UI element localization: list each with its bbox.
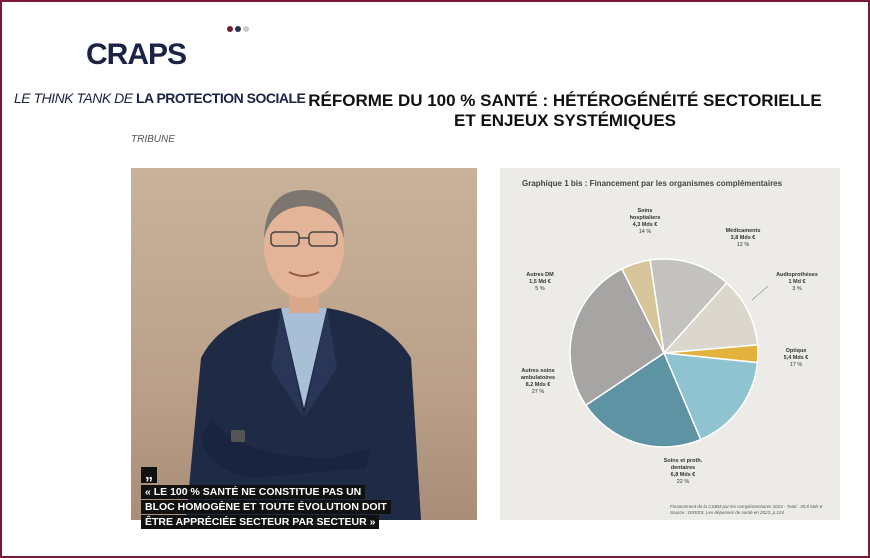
slice-name: Autres DM (526, 272, 554, 278)
quote-mark-icon: „ (141, 467, 157, 483)
slice-name: Autres soins ambulatoires (520, 368, 556, 381)
label-soins-dentaires: Soins et proth. dentaires 6,8 Mds € 22 % (656, 458, 710, 486)
slice-amount: 8,2 Mds € (525, 382, 551, 388)
slice-amount: 5,4 Mds € (783, 355, 809, 361)
slice-amount: 4,3 Mds € (632, 222, 658, 228)
source-line-2: Source : DREES, Les dépenses de santé en… (670, 510, 784, 515)
label-soins-hospitaliers: Soins hospitaliers 4,3 Mds € 14 % (625, 208, 665, 236)
slice-percent: 12 % (736, 242, 750, 248)
author-photo (131, 168, 477, 520)
leader-line (751, 285, 769, 301)
logo-dot (243, 26, 249, 32)
pie-chart-card: Graphique 1 bis : Financement par les or… (500, 168, 840, 520)
pie-slice (662, 352, 759, 441)
tagline-prefix: LE THINK TANK DE (14, 90, 136, 106)
slice-name: Audioprothèses (776, 272, 818, 278)
slice-name: Optique (785, 348, 807, 354)
pull-quote: „ « LE 100 % SANTÉ NE CONSTITUE PAS UN B… (141, 466, 391, 530)
tagline: LE THINK TANK DE LA PROTECTION SOCIALE (14, 90, 306, 106)
chart-title: Graphique 1 bis : Financement par les or… (522, 179, 783, 188)
logo-dots (227, 26, 249, 32)
pie-slice (662, 281, 759, 354)
title-line-1: RÉFORME DU 100 % SANTÉ : HÉTÉROGÉNÉITÉ S… (308, 91, 822, 110)
pie-slice (649, 258, 728, 355)
slice-percent: 17 % (789, 362, 803, 368)
quote-line-3: ÊTRE APPRÉCIÉE SECTEUR PAR SECTEUR » (141, 515, 380, 529)
title-line-2: ET ENJEUX SYSTÉMIQUES (454, 111, 676, 130)
quote-line-2: BLOC HOMOGÈNE ET TOUTE ÉVOLUTION DOIT (141, 500, 391, 514)
tagline-bold: LA PROTECTION SOCIALE (135, 90, 306, 106)
slice-percent: 27 % (531, 389, 545, 395)
logo-text: CRAPS (86, 38, 187, 71)
slice-amount: 1,5 Md € (529, 279, 551, 285)
label-optique: Optique 5,4 Mds € 17 % (774, 348, 818, 369)
slice-percent: 14 % (638, 229, 652, 235)
article-title: RÉFORME DU 100 % SANTÉ : HÉTÉROGÉNÉITÉ S… (270, 91, 860, 131)
source-line-1: Financement de la CSBM par les complémen… (670, 504, 823, 509)
slice-amount: 3,8 Mds € (730, 235, 756, 241)
label-medicaments: Médicaments 3,8 Mds € 12 % (718, 228, 768, 249)
label-autres-soins: Autres soins ambulatoires 8,2 Mds € 27 % (518, 368, 558, 396)
slice-name: Médicaments (725, 228, 761, 234)
slice-name: Soins hospitaliers (629, 208, 661, 221)
label-autres-dm: Autres DM 1,5 Md € 5 % (520, 272, 560, 293)
portrait-illustration (186, 190, 421, 520)
slice-name: Soins et proth. dentaires (663, 458, 703, 471)
pie-slice (620, 259, 665, 354)
logo-dot (227, 26, 233, 32)
pie-chart (569, 258, 769, 448)
quote-line-1: « LE 100 % SANTÉ NE CONSTITUE PAS UN (141, 485, 366, 499)
chart-source: Financement de la CSBM par les complémen… (670, 504, 822, 516)
logo-dot (235, 26, 241, 32)
section-label: TRIBUNE (131, 134, 175, 145)
pie-slice (584, 351, 702, 448)
pie-slice (569, 267, 665, 407)
slice-percent: 3 % (792, 286, 802, 292)
label-audioprotheses: Audioprothèses 1 Md € 3 % (768, 272, 826, 293)
slice-amount: 6,8 Mds € (670, 472, 696, 478)
slice-amount: 1 Md € (788, 279, 806, 285)
slice-percent: 5 % (535, 286, 545, 292)
slice-percent: 22 % (676, 479, 690, 485)
